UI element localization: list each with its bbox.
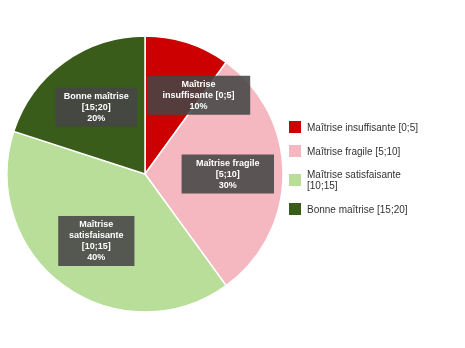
svg-text:Bonne maîtrise[15;20]20%: Bonne maîtrise[15;20]20% <box>64 91 129 123</box>
html-text:Maîtrise fragile [5;10]: Maîtrise fragile [5;10] <box>307 145 401 157</box>
html-text:Bonne maîtrise [15;20]: Bonne maîtrise [15;20] <box>307 203 408 215</box>
svg-text:Maîtrisesatisfaisante[10;15]40: Maîtrisesatisfaisante[10;15]40% <box>69 219 124 262</box>
html-text:Maîtrise insuffisante [0;5]: Maîtrise insuffisante [0;5] <box>307 121 418 133</box>
html-text:Maîtrise satisfaisante [10;15]: Maîtrise satisfaisante [10;15] <box>307 169 401 191</box>
svg-text:Maîtrise fragile[5;10]30%: Maîtrise fragile[5;10]30% <box>196 158 260 190</box>
svg-text:Maîtriseinsuffisante [0;5]10%: Maîtriseinsuffisante [0;5]10% <box>163 79 235 111</box>
